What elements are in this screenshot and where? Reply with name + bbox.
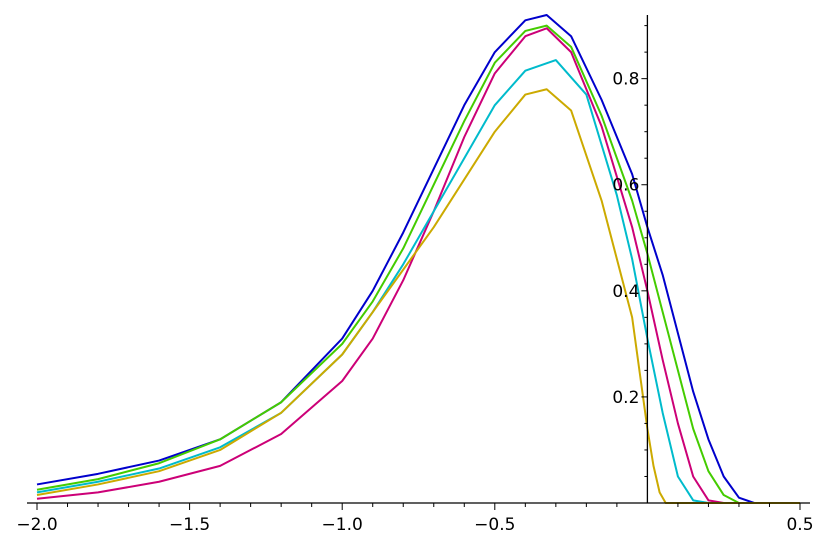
x-tick-label: −1.0: [322, 515, 363, 535]
x-tick-label: −1.5: [169, 515, 210, 535]
axes: [27, 15, 810, 504]
x-tick-label: 0.5: [786, 515, 813, 535]
series-1-line: [36, 14, 800, 504]
x-tick-label: −2.0: [16, 515, 57, 535]
x-ticks: −2.0 −1.5 −1.0 −0.5 0.5: [16, 503, 814, 535]
y-tick-label: 0.8: [612, 70, 639, 90]
y-ticks: 0.2 0.4 0.6 0.8: [612, 25, 648, 477]
series-3-line: [36, 27, 800, 504]
y-tick-label: 0.6: [612, 176, 639, 196]
series-5-line: [36, 88, 800, 504]
y-tick-label: 0.2: [612, 388, 639, 408]
series-2-line: [36, 24, 800, 504]
series-4-line: [36, 59, 800, 504]
y-tick-label: 0.4: [612, 282, 639, 302]
series-group: [36, 14, 800, 504]
x-tick-label: −0.5: [474, 515, 515, 535]
